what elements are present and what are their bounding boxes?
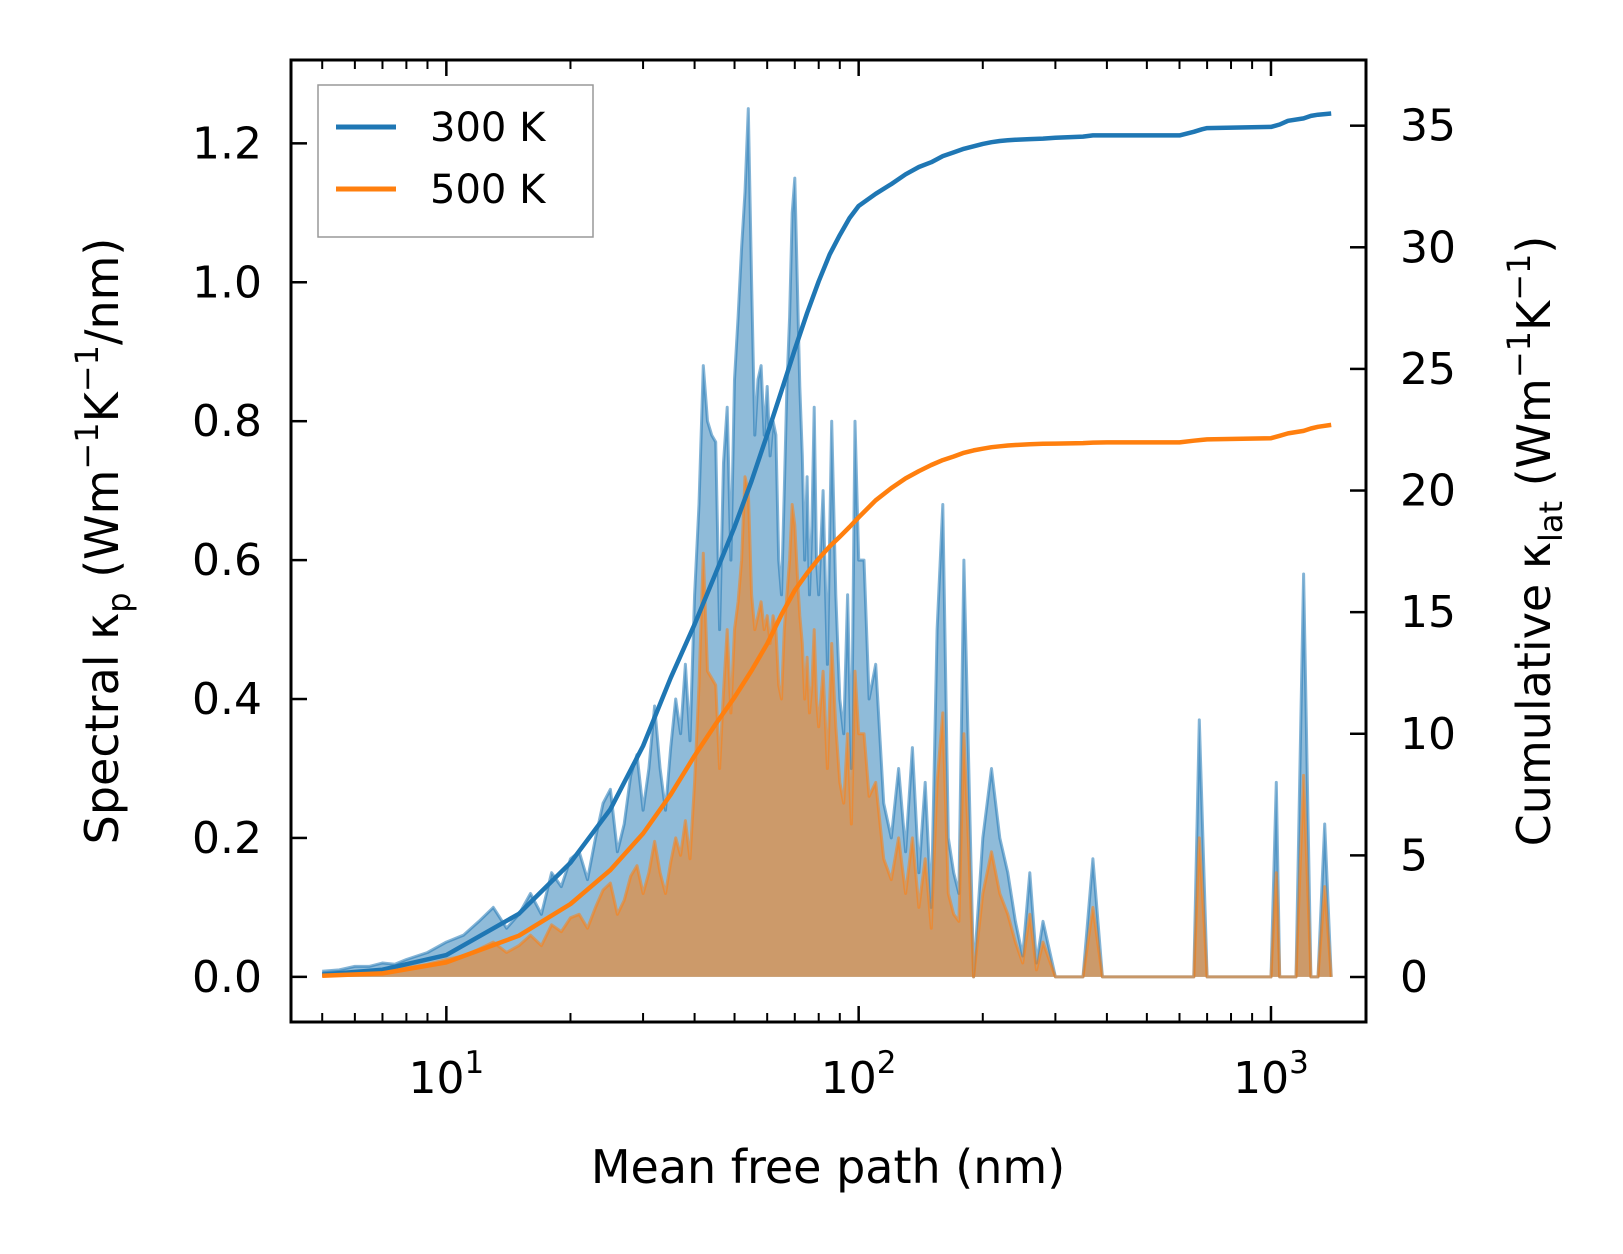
y-left-tick-label: 0.2 xyxy=(192,813,262,864)
x-tick-label: 103 xyxy=(1233,1045,1309,1104)
y-right-tick-label: 5 xyxy=(1400,830,1428,881)
x-axis-title: Mean free path (nm) xyxy=(591,1140,1065,1194)
y-right-tick-label: 35 xyxy=(1400,101,1456,152)
labels-layer: 101 102 103 0.0 0.2 0.4 0.6 0.8 1.0 1.2 0 5 10 15 20 25… xyxy=(192,101,1456,1104)
x-tick-label: 102 xyxy=(821,1045,897,1104)
y-right-tick-label: 15 xyxy=(1400,587,1456,638)
y-right-tick-label: 25 xyxy=(1400,344,1456,395)
legend: 300 K 500 K xyxy=(317,84,594,238)
plot-frame xyxy=(289,58,1368,1024)
y-left-tick-label: 0.4 xyxy=(192,674,262,725)
y-left-tick-label: 0.8 xyxy=(192,396,262,447)
spectral-area-500k xyxy=(322,476,1332,977)
legend-box xyxy=(317,84,594,238)
x-tick-label: 101 xyxy=(408,1045,484,1104)
legend-label-300k: 300 K xyxy=(430,105,547,151)
right-y-axis-title: Cumulative κlat (Wm−1K−1) xyxy=(1500,236,1570,847)
left-y-axis-title: Spectral κp (Wm−1K−1/nm) xyxy=(68,238,138,845)
cumulative-line-300k xyxy=(322,111,1332,977)
ticks-layer xyxy=(291,60,1366,1022)
y-left-tick-label: 0.0 xyxy=(192,952,262,1003)
series-layer xyxy=(322,107,1333,979)
legend-label-500k: 500 K xyxy=(430,167,547,213)
y-right-tick-label: 20 xyxy=(1400,466,1456,517)
y-right-tick-label: 10 xyxy=(1400,709,1456,760)
spectral-line-500k xyxy=(322,475,1333,979)
y-left-tick-label: 0.6 xyxy=(192,535,262,586)
spectral-line-300k xyxy=(322,107,1333,979)
y-left-tick-label: 1.0 xyxy=(192,257,262,308)
y-left-tick-label: 1.2 xyxy=(192,118,262,169)
y-right-tick-label: 30 xyxy=(1400,222,1456,273)
y-right-tick-label: 0 xyxy=(1400,952,1428,1003)
cumulative-line-500k xyxy=(322,422,1332,979)
